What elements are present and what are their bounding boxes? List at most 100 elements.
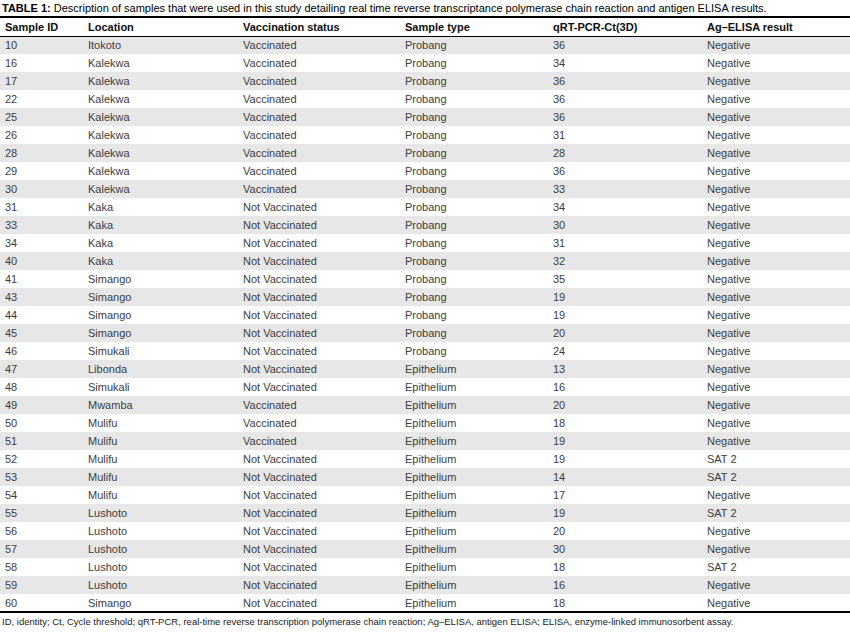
cell-sample-id: 56 <box>0 522 88 540</box>
table-row: 22KalekwaVaccinatedProbang36Negative <box>0 90 850 108</box>
cell-sample-type: Epithelium <box>405 594 553 612</box>
cell-sample-type: Probang <box>405 324 553 342</box>
table-row: 29KalekwaVaccinatedProbang36Negative <box>0 162 850 180</box>
cell-vaccination-status: Not Vaccinated <box>243 270 405 288</box>
cell-location: Kalekwa <box>88 90 243 108</box>
table-row: 25KalekwaVaccinatedProbang36Negative <box>0 108 850 126</box>
cell-vaccination-status: Not Vaccinated <box>243 324 405 342</box>
cell-location: Mulifu <box>88 468 243 486</box>
cell-location: Kalekwa <box>88 144 243 162</box>
cell-sample-id: 43 <box>0 288 88 306</box>
table-row: 51MulifuVaccinatedEpithelium19Negative <box>0 432 850 450</box>
cell-sample-id: 53 <box>0 468 88 486</box>
cell-sample-id: 40 <box>0 252 88 270</box>
cell-location: Kaka <box>88 198 243 216</box>
cell-qrt-pcr-ct: 31 <box>553 126 707 144</box>
cell-location: Lushoto <box>88 558 243 576</box>
cell-sample-type: Epithelium <box>405 540 553 558</box>
cell-location: Kalekwa <box>88 72 243 90</box>
cell-sample-type: Epithelium <box>405 396 553 414</box>
cell-vaccination-status: Vaccinated <box>243 414 405 432</box>
paper-table-page: TABLE 1: Description of samples that wer… <box>0 0 850 628</box>
table-row: 52MulifuNot VaccinatedEpithelium19SAT 2 <box>0 450 850 468</box>
table-row: 48SimukaliNot VaccinatedEpithelium16Nega… <box>0 378 850 396</box>
cell-vaccination-status: Not Vaccinated <box>243 234 405 252</box>
table-row: 57LushotoNot VaccinatedEpithelium30Negat… <box>0 540 850 558</box>
table-row: 54MulifuNot VaccinatedEpithelium17Negati… <box>0 486 850 504</box>
cell-sample-type: Probang <box>405 306 553 324</box>
cell-sample-type: Probang <box>405 288 553 306</box>
cell-sample-id: 33 <box>0 216 88 234</box>
cell-ag-elisa-result: SAT 2 <box>707 468 850 486</box>
cell-location: Mulifu <box>88 450 243 468</box>
cell-vaccination-status: Not Vaccinated <box>243 252 405 270</box>
cell-sample-type: Epithelium <box>405 360 553 378</box>
cell-location: Simango <box>88 594 243 612</box>
cell-ag-elisa-result: Negative <box>707 342 850 360</box>
cell-location: Kaka <box>88 252 243 270</box>
cell-location: Mwamba <box>88 396 243 414</box>
cell-ag-elisa-result: SAT 2 <box>707 450 850 468</box>
cell-vaccination-status: Not Vaccinated <box>243 486 405 504</box>
cell-sample-type: Epithelium <box>405 504 553 522</box>
cell-vaccination-status: Vaccinated <box>243 72 405 90</box>
cell-sample-id: 49 <box>0 396 88 414</box>
cell-vaccination-status: Not Vaccinated <box>243 540 405 558</box>
cell-vaccination-status: Vaccinated <box>243 54 405 72</box>
table-title-label: TABLE 1: <box>2 2 51 14</box>
cell-vaccination-status: Vaccinated <box>243 36 405 54</box>
cell-qrt-pcr-ct: 32 <box>553 252 707 270</box>
cell-sample-id: 52 <box>0 450 88 468</box>
sample-table-body: 10ItokotoVaccinatedProbang36Negative16Ka… <box>0 36 850 612</box>
table-row: 10ItokotoVaccinatedProbang36Negative <box>0 36 850 54</box>
cell-ag-elisa-result: SAT 2 <box>707 558 850 576</box>
cell-qrt-pcr-ct: 28 <box>553 144 707 162</box>
cell-sample-id: 50 <box>0 414 88 432</box>
cell-vaccination-status: Not Vaccinated <box>243 360 405 378</box>
cell-vaccination-status: Vaccinated <box>243 162 405 180</box>
cell-qrt-pcr-ct: 19 <box>553 288 707 306</box>
cell-ag-elisa-result: Negative <box>707 396 850 414</box>
table-row: 30KalekwaVaccinatedProbang33Negative <box>0 180 850 198</box>
cell-sample-id: 28 <box>0 144 88 162</box>
cell-vaccination-status: Not Vaccinated <box>243 342 405 360</box>
cell-location: Kaka <box>88 216 243 234</box>
cell-sample-id: 22 <box>0 90 88 108</box>
table-row: 34KakaNot VaccinatedProbang31Negative <box>0 234 850 252</box>
cell-qrt-pcr-ct: 20 <box>553 522 707 540</box>
cell-ag-elisa-result: Negative <box>707 36 850 54</box>
cell-sample-id: 46 <box>0 342 88 360</box>
cell-location: Lushoto <box>88 576 243 594</box>
cell-sample-type: Probang <box>405 90 553 108</box>
cell-location: Simango <box>88 324 243 342</box>
cell-location: Mulifu <box>88 432 243 450</box>
table-row: 55LushotoNot VaccinatedEpithelium19SAT 2 <box>0 504 850 522</box>
cell-qrt-pcr-ct: 13 <box>553 360 707 378</box>
cell-sample-id: 48 <box>0 378 88 396</box>
cell-qrt-pcr-ct: 19 <box>553 504 707 522</box>
cell-ag-elisa-result: Negative <box>707 522 850 540</box>
cell-vaccination-status: Not Vaccinated <box>243 216 405 234</box>
table-row: 33KakaNot VaccinatedProbang30Negative <box>0 216 850 234</box>
cell-vaccination-status: Not Vaccinated <box>243 594 405 612</box>
table-row: 43SimangoNot VaccinatedProbang19Negative <box>0 288 850 306</box>
cell-ag-elisa-result: Negative <box>707 252 850 270</box>
table-row: 49MwambaVaccinatedEpithelium20Negative <box>0 396 850 414</box>
cell-qrt-pcr-ct: 36 <box>553 72 707 90</box>
cell-ag-elisa-result: Negative <box>707 360 850 378</box>
cell-sample-id: 47 <box>0 360 88 378</box>
table-row: 26KalekwaVaccinatedProbang31Negative <box>0 126 850 144</box>
cell-sample-type: Probang <box>405 216 553 234</box>
table-row: 45SimangoNot VaccinatedProbang20Negative <box>0 324 850 342</box>
cell-ag-elisa-result: Negative <box>707 270 850 288</box>
cell-vaccination-status: Vaccinated <box>243 126 405 144</box>
cell-qrt-pcr-ct: 20 <box>553 396 707 414</box>
cell-sample-type: Epithelium <box>405 378 553 396</box>
cell-sample-id: 10 <box>0 36 88 54</box>
cell-vaccination-status: Not Vaccinated <box>243 576 405 594</box>
cell-ag-elisa-result: Negative <box>707 306 850 324</box>
cell-vaccination-status: Not Vaccinated <box>243 522 405 540</box>
cell-ag-elisa-result: Negative <box>707 162 850 180</box>
cell-sample-type: Probang <box>405 36 553 54</box>
cell-sample-type: Probang <box>405 198 553 216</box>
